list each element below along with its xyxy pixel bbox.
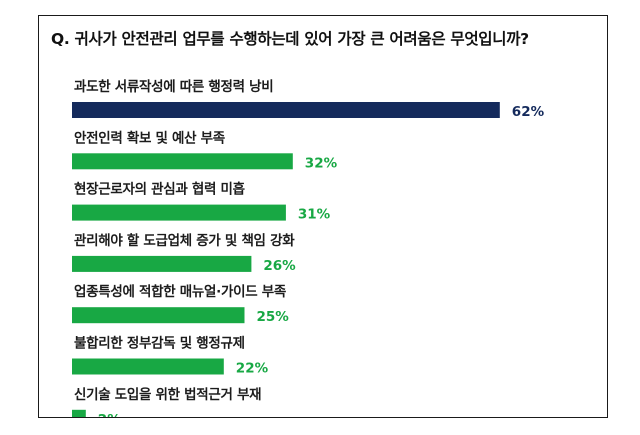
value-label-4: 26%	[263, 258, 296, 274]
category-label-3: 현장근로자의 관심과 협력 미흡	[74, 181, 245, 198]
category-label-2: 안전인력 확보 및 예산 부족	[74, 129, 226, 146]
value-label-3: 31%	[298, 207, 331, 223]
value-label-7: 2%	[98, 412, 121, 417]
category-label-1: 과도한 서류작성에 따른 행정력 낭비	[74, 78, 273, 95]
value-label-6: 22%	[236, 361, 269, 377]
chart-frame: Q. 귀사가 안전관리 업무를 수행하는데 있어 가장 큰 어려움은 무엇입니까…	[38, 15, 608, 418]
category-label-7: 신기술 도입을 위한 법적근거 부재	[74, 386, 261, 403]
bar-5	[72, 307, 245, 324]
category-label-6: 불합리한 정부감독 및 행정규제	[74, 335, 245, 352]
value-label-5: 25%	[257, 309, 290, 325]
category-label-5: 업종특성에 적합한 매뉴얼·가이드 부족	[74, 283, 287, 300]
value-label-1: 62%	[512, 104, 545, 120]
bar-4	[72, 255, 252, 272]
bar-3	[72, 204, 286, 221]
bar-chart: 과도한 서류작성에 따른 행정력 낭비 62% 안전인력 확보 및 예산 부족 32%…	[72, 78, 545, 417]
chart-title: Q. 귀사가 안전관리 업무를 수행하는데 있어 가장 큰 어려움은 무엇입니까…	[51, 30, 529, 48]
bar-6	[72, 358, 224, 375]
bar-7	[72, 409, 86, 417]
value-label-2: 32%	[305, 155, 338, 171]
bar-2	[72, 153, 293, 170]
bar-1	[72, 102, 500, 118]
category-label-4: 관리해야 할 도급업체 증가 및 책임 강화	[74, 232, 295, 249]
